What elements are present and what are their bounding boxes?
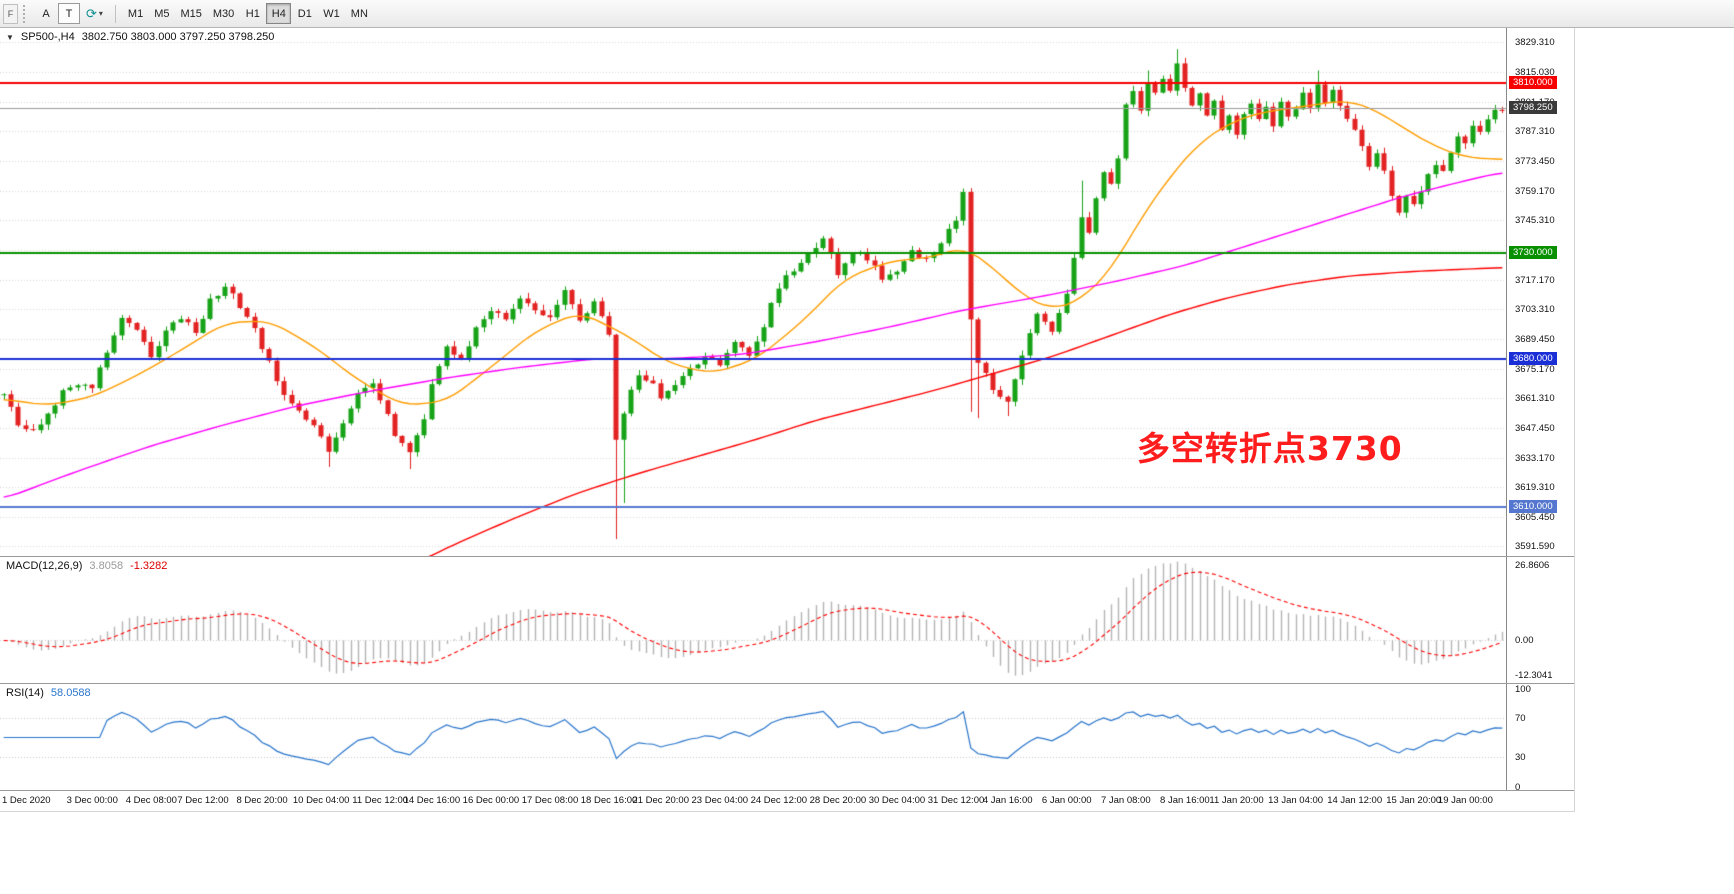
timeframe-button-h1[interactable]: H1 <box>240 3 265 24</box>
hline-price-badge: 3730.000 <box>1509 245 1557 259</box>
toolbar: F A T ⟳ ▾ M1 M5 M15 M30 H1 H4 D1 W1 MN <box>0 0 1734 28</box>
time-axis-label: 14 Jan 12:00 <box>1327 795 1383 806</box>
time-axis-label: 3 Dec 00:00 <box>66 795 118 806</box>
price-axis-label: 3647.450 <box>1515 422 1555 434</box>
time-axis-label: 28 Dec 20:00 <box>809 795 867 806</box>
timeframe-button-m1[interactable]: M1 <box>123 3 148 24</box>
rsi-pane: RSI(14) 58.0588 100 70 30 0 <box>0 684 1574 793</box>
macd-signal-value: -1.3282 <box>130 560 168 572</box>
rsi-axis-label: 100 <box>1515 684 1531 695</box>
time-axis-label: 18 Dec 16:00 <box>580 795 638 806</box>
chart-title: ▼ SP500-,H4 3802.750 3803.000 3797.250 3… <box>6 31 274 43</box>
price-axis-label: 3689.450 <box>1515 333 1555 345</box>
shapes-icon: ⟳ <box>86 6 97 21</box>
macd-pane: MACD(12,26,9) 3.8058 -1.3282 26.8606 0.00… <box>0 557 1574 684</box>
chart-window: ▼ SP500-,H4 3802.750 3803.000 3797.250 3… <box>0 28 1575 812</box>
time-axis-label: 15 Jan 20:00 <box>1386 795 1442 806</box>
timeframe-group: M1 M5 M15 M30 H1 H4 D1 W1 MN <box>123 3 373 24</box>
chart-annotation-text[interactable]: 多空转折点3730 <box>1136 428 1403 468</box>
timeframe-button-w1[interactable]: W1 <box>318 3 345 24</box>
timeframe-button-d1[interactable]: D1 <box>292 3 317 24</box>
time-axis-label: 6 Jan 00:00 <box>1041 795 1092 806</box>
time-axis-label: 23 Dec 04:00 <box>691 795 749 806</box>
price-axis-label: 3675.170 <box>1515 364 1555 376</box>
rsi-axis-label: 70 <box>1515 712 1526 724</box>
time-axis-label: 7 Jan 08:00 <box>1100 795 1151 806</box>
price-axis-label: 3591.590 <box>1515 541 1555 553</box>
rsi-title: RSI(14) 58.0588 <box>6 687 91 699</box>
time-axis-label: 31 Dec 12:00 <box>927 795 985 806</box>
price-axis-label: 3717.170 <box>1515 274 1555 286</box>
rsi-label: RSI(14) <box>6 687 44 699</box>
price-pane: ▼ SP500-,H4 3802.750 3803.000 3797.250 3… <box>0 28 1574 557</box>
macd-main-value: 3.8058 <box>89 560 124 572</box>
objects-tool-button[interactable]: ⟳ ▾ <box>81 3 108 24</box>
cursor-tool-button[interactable]: A <box>35 3 57 24</box>
price-axis-label: 3619.310 <box>1515 482 1555 494</box>
time-axis-label: 24 Dec 12:00 <box>750 795 808 806</box>
time-axis-label: 1 Dec 2020 <box>2 795 51 806</box>
ohlc-values: 3802.750 3803.000 3797.250 3798.250 <box>81 31 275 43</box>
price-axis-label: 3815.030 <box>1515 67 1555 79</box>
price-axis-label: 3745.310 <box>1515 215 1555 227</box>
rsi-indicator-canvas[interactable] <box>0 684 1506 790</box>
macd-axis-label: -12.3041 <box>1515 669 1553 681</box>
price-axis-label: 3773.450 <box>1515 155 1555 167</box>
time-axis-label: 7 Dec 12:00 <box>177 795 229 806</box>
price-axis-label: 3787.310 <box>1515 126 1555 138</box>
text-tool-button[interactable]: T <box>58 3 80 24</box>
time-axis-label: 11 Dec 12:00 <box>352 795 409 806</box>
rsi-axis-label: 0 <box>1515 782 1521 793</box>
price-axis-label: 3829.310 <box>1515 37 1555 49</box>
macd-axis-label: 0.00 <box>1515 635 1534 647</box>
current-price-badge: 3798.250 <box>1509 101 1557 115</box>
time-axis-label: 16 Dec 00:00 <box>462 795 520 806</box>
price-axis-label: 3661.310 <box>1515 393 1555 405</box>
macd-label: MACD(12,26,9) <box>6 560 83 572</box>
price-axis-label: 3759.170 <box>1515 185 1555 197</box>
time-axis-label: 19 Jan 00:00 <box>1437 795 1493 806</box>
time-axis-label: 21 Dec 20:00 <box>632 795 689 806</box>
symbol-label: SP500-,H4 <box>20 31 75 43</box>
time-axis-label: 4 Jan 16:00 <box>982 795 1033 806</box>
symbol-dropdown-icon[interactable]: ▼ <box>6 33 14 42</box>
toolbar-drag-handle[interactable] <box>23 4 29 23</box>
hline-price-badge: 3610.000 <box>1509 500 1557 514</box>
time-axis-label: 8 Jan 16:00 <box>1160 795 1210 806</box>
hline-price-badge: 3680.000 <box>1509 351 1557 365</box>
rsi-axis-label: 30 <box>1515 752 1526 764</box>
rsi-axis[interactable]: 100 70 30 0 <box>1506 684 1574 793</box>
time-axis-label: 14 Dec 16:00 <box>403 795 461 806</box>
price-axis-label: 3633.170 <box>1515 453 1555 465</box>
timeframe-button-h4[interactable]: H4 <box>266 3 292 24</box>
price-axis-label: 3605.450 <box>1515 511 1555 523</box>
timeframe-button-m5[interactable]: M5 <box>149 3 174 24</box>
hline-price-badge: 3810.000 <box>1509 76 1557 90</box>
timeframe-button-m30[interactable]: M30 <box>208 3 239 24</box>
macd-indicator-canvas[interactable] <box>0 557 1506 683</box>
dropdown-caret-icon: ▾ <box>98 9 103 18</box>
macd-title: MACD(12,26,9) 3.8058 -1.3282 <box>6 560 167 572</box>
time-axis-label: 10 Dec 04:00 <box>292 795 350 806</box>
price-axis[interactable]: 3829.3103815.0303801.1703787.3103773.450… <box>1506 28 1574 556</box>
rsi-value: 58.0588 <box>50 687 91 699</box>
time-axis-label: 11 Jan 20:00 <box>1209 795 1264 806</box>
time-axis-label: 13 Jan 04:00 <box>1268 795 1324 806</box>
time-axis-label: 30 Dec 04:00 <box>868 795 926 806</box>
timeframe-button-m15[interactable]: M15 <box>175 3 206 24</box>
time-axis-label: 4 Dec 08:00 <box>125 795 177 806</box>
time-axis-label: 17 Dec 08:00 <box>521 795 579 806</box>
chart-window-tab[interactable]: F <box>3 3 18 24</box>
time-axis-label: 8 Dec 20:00 <box>236 795 288 806</box>
toolbar-separator <box>114 4 116 23</box>
macd-axis-label: 26.8606 <box>1515 560 1550 572</box>
time-axis[interactable]: 1 Dec 2020 3 Dec 00:00 4 Dec 08:00 7 Dec 12… <box>0 791 1574 811</box>
macd-axis[interactable]: 26.8606 0.00 -12.3041 <box>1506 557 1574 683</box>
timeframe-button-mn[interactable]: MN <box>346 3 373 24</box>
price-chart-canvas[interactable] <box>0 28 1506 556</box>
price-axis-label: 3703.310 <box>1515 304 1555 316</box>
